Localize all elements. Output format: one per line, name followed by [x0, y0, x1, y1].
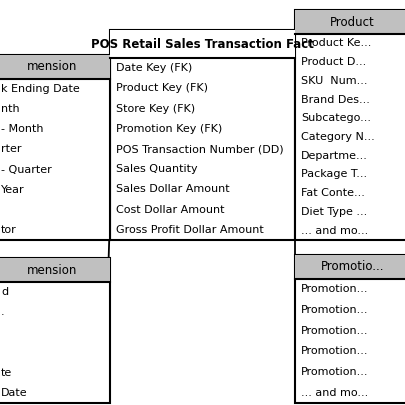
Bar: [0, 55, 110, 240]
Text: Package T...: Package T...: [301, 169, 367, 179]
Text: Category N...: Category N...: [301, 132, 375, 142]
Text: Promotion...: Promotion...: [301, 346, 369, 356]
Bar: [295, 10, 405, 34]
Text: ... and mo...: ... and mo...: [301, 226, 368, 236]
Text: nth: nth: [1, 104, 19, 114]
Text: - Quarter: - Quarter: [1, 164, 52, 175]
Text: Sales Quantity: Sales Quantity: [116, 164, 198, 174]
Text: ... and mo...: ... and mo...: [301, 388, 368, 398]
Text: Product Ke...: Product Ke...: [301, 38, 371, 48]
Text: d: d: [1, 287, 8, 297]
Text: Departme...: Departme...: [301, 151, 368, 161]
Text: Product D...: Product D...: [301, 57, 366, 67]
Text: Fat Conte...: Fat Conte...: [301, 188, 365, 198]
Text: Diet Type ...: Diet Type ...: [301, 207, 367, 217]
Text: Brand Des...: Brand Des...: [301, 94, 370, 104]
Text: POS Retail Sales Transaction Fact: POS Retail Sales Transaction Fact: [91, 38, 314, 51]
Text: Product Key (FK): Product Key (FK): [116, 83, 208, 93]
Text: Date Key (FK): Date Key (FK): [116, 63, 192, 73]
Text: k Ending Date: k Ending Date: [1, 84, 80, 94]
Text: Sales Dollar Amount: Sales Dollar Amount: [116, 184, 230, 194]
Bar: [295, 255, 405, 403]
Text: Promotion...: Promotion...: [301, 326, 369, 336]
Bar: [295, 10, 405, 240]
Bar: [0, 55, 110, 79]
Text: Promotio...: Promotio...: [321, 260, 384, 273]
Text: Promotion Key (FK): Promotion Key (FK): [116, 124, 222, 134]
Text: mension: mension: [27, 264, 78, 277]
Text: Gross Profit Dollar Amount: Gross Profit Dollar Amount: [116, 225, 264, 235]
Text: - Month: - Month: [1, 124, 43, 134]
Text: Promotion...: Promotion...: [301, 367, 369, 377]
Bar: [0, 258, 110, 282]
Text: Promotion...: Promotion...: [301, 305, 369, 315]
Text: Subcatego...: Subcatego...: [301, 113, 371, 123]
Text: rter: rter: [1, 145, 21, 154]
Text: mension: mension: [27, 60, 78, 73]
Text: POS Transaction Number (DD): POS Transaction Number (DD): [116, 144, 284, 154]
Bar: [110, 30, 295, 240]
Text: Year: Year: [1, 185, 25, 195]
Bar: [0, 258, 110, 403]
Bar: [295, 255, 405, 279]
Text: tor: tor: [1, 225, 17, 235]
Text: Promotion...: Promotion...: [301, 284, 369, 294]
Text: Store Key (FK): Store Key (FK): [116, 104, 195, 113]
Text: Cost Dollar Amount: Cost Dollar Amount: [116, 205, 224, 215]
Text: .: .: [1, 307, 4, 317]
Text: Product: Product: [330, 15, 375, 28]
Bar: [110, 30, 295, 58]
Text: Date: Date: [1, 388, 28, 398]
Text: te: te: [1, 368, 12, 378]
Text: SKU  Num...: SKU Num...: [301, 76, 367, 86]
